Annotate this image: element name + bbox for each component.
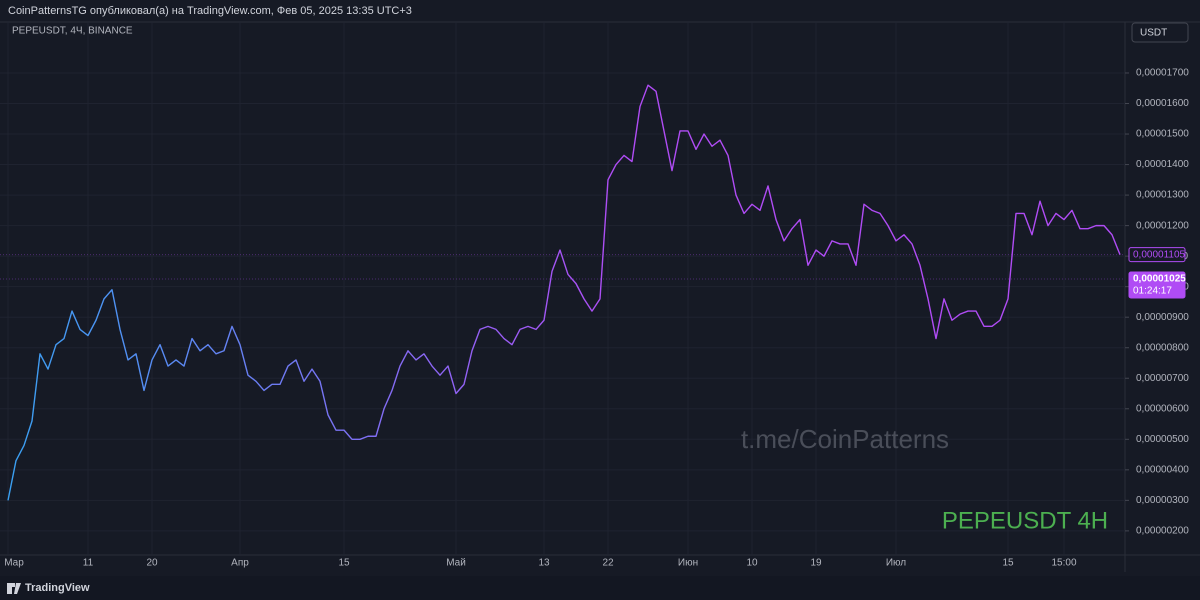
- y-tick-label: 0,00001700: [1136, 68, 1189, 79]
- y-tick-label: 0,00001300: [1136, 190, 1189, 201]
- price-tag-label: 0,00001105: [1133, 249, 1186, 260]
- y-tick-label: 0,00000700: [1136, 373, 1189, 384]
- x-tick-label: 20: [146, 558, 158, 569]
- grid: [0, 22, 1125, 555]
- x-tick-label: 19: [810, 558, 822, 569]
- watermark: t.me/CoinPatterns: [741, 424, 949, 454]
- countdown: 01:24:17: [1133, 286, 1172, 297]
- y-tick-label: 0,00000800: [1136, 342, 1189, 353]
- y-tick-label: 0,00001500: [1136, 129, 1189, 140]
- x-tick-label: 15: [1002, 558, 1014, 569]
- tv-logo: [7, 583, 21, 594]
- y-tick-label: 0,00000200: [1136, 526, 1189, 537]
- price-tag: [1128, 271, 1186, 299]
- footer-bar: [0, 576, 1200, 600]
- x-tick-label: Май: [446, 558, 466, 569]
- y-tick-label: 0,00000900: [1136, 312, 1189, 323]
- currency-label[interactable]: USDT: [1140, 28, 1167, 39]
- y-tick-label: 0,00000400: [1136, 464, 1189, 475]
- x-tick-label: 13: [538, 558, 550, 569]
- y-tick-label: 0,00000600: [1136, 403, 1189, 414]
- symbol-label: PEPEUSDT, 4Ч, BINANCE: [12, 26, 133, 37]
- x-tick-label: 22: [602, 558, 614, 569]
- header-text: CoinPatternsTG опубликовал(а) на Trading…: [8, 5, 412, 17]
- y-tick-label: 0,00000300: [1136, 495, 1189, 506]
- x-tick-label: 15: [338, 558, 350, 569]
- x-tick-label: Июн: [678, 558, 698, 569]
- x-tick-label: 11: [83, 558, 94, 569]
- y-tick-label: 0,00000500: [1136, 434, 1189, 445]
- x-tick-label: Апр: [231, 558, 249, 569]
- currency-button[interactable]: [1131, 22, 1189, 43]
- price-line: [7, 84, 1121, 501]
- y-tick-label: 0,00001400: [1136, 159, 1189, 170]
- x-tick-label: 10: [746, 558, 758, 569]
- x-tick-label: 15:00: [1051, 558, 1076, 569]
- watermark: PEPEUSDT 4H: [942, 507, 1108, 534]
- y-tick-label: 0,00001200: [1136, 220, 1189, 231]
- price-tag-label: 0,00001025: [1133, 274, 1186, 285]
- price-tag: [1128, 247, 1186, 263]
- x-tick-label: Июл: [886, 558, 906, 569]
- y-tick-label: 0,00001600: [1136, 98, 1189, 109]
- x-tick-label: Мар: [4, 558, 24, 569]
- footer-brand: TradingView: [25, 582, 90, 594]
